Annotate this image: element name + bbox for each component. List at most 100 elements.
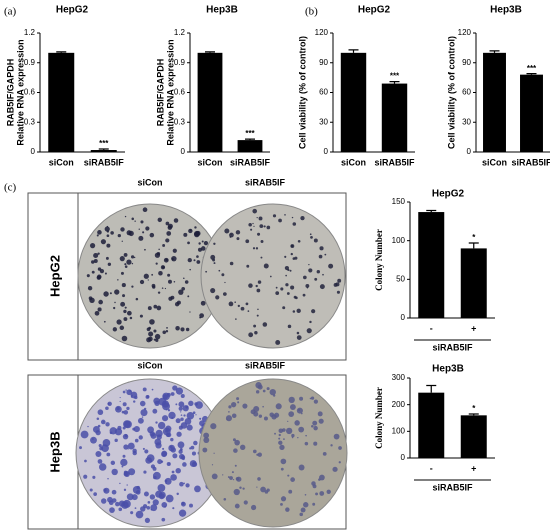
- y-tick-label: 100: [392, 236, 406, 245]
- panel-label: (b): [305, 6, 318, 18]
- colony: [187, 241, 190, 245]
- colony: [285, 507, 290, 512]
- x-tick-label: siCon: [49, 157, 74, 167]
- error-bar: [489, 50, 500, 53]
- colony: [123, 444, 129, 450]
- bar: [460, 415, 487, 458]
- colony: [116, 406, 120, 411]
- colony: [122, 426, 126, 430]
- y-axis-label: Colony Number: [374, 229, 384, 291]
- colony: [97, 230, 102, 235]
- bar: [381, 83, 408, 152]
- x-tick-label: +: [471, 323, 476, 333]
- colony: [322, 273, 324, 276]
- colony: [158, 248, 160, 251]
- y-axis-label: RAB5IF/GAPDH: [155, 59, 165, 127]
- colony: [93, 252, 99, 259]
- colony: [210, 287, 216, 294]
- colony: [152, 471, 161, 480]
- colony: [183, 277, 185, 279]
- annotation: *: [472, 404, 476, 413]
- colony: [260, 256, 263, 259]
- colony: [324, 253, 327, 256]
- colony: [133, 425, 140, 433]
- colony: [335, 282, 340, 287]
- colony: [107, 478, 109, 480]
- colony: [124, 306, 127, 309]
- colony: [309, 320, 312, 324]
- colony: [225, 415, 233, 422]
- colony: [313, 441, 318, 446]
- colony: [232, 438, 236, 442]
- colony: [193, 440, 198, 446]
- colony: [304, 441, 309, 446]
- colony: [87, 425, 89, 428]
- colony: [195, 401, 203, 409]
- colony: [218, 269, 221, 272]
- colony: [121, 240, 123, 242]
- colony: [278, 437, 281, 440]
- colony: [322, 451, 327, 456]
- colony: [171, 416, 174, 419]
- colony: [177, 441, 185, 449]
- colony: [296, 331, 300, 335]
- colony: [189, 268, 191, 271]
- colony: [280, 458, 287, 465]
- colony: [121, 283, 126, 288]
- column-label: siCon: [137, 360, 162, 370]
- colony: [213, 262, 216, 265]
- colony: [257, 232, 261, 236]
- colony: [154, 400, 160, 406]
- colony: [126, 259, 132, 265]
- colony: [97, 459, 103, 464]
- colony: [283, 438, 285, 441]
- colony: [156, 305, 162, 311]
- colony: [162, 244, 166, 247]
- colony: [210, 254, 216, 260]
- annotation: ***: [527, 64, 537, 73]
- colony: [166, 327, 168, 329]
- colony: [310, 396, 315, 400]
- error-bar: [426, 209, 437, 213]
- colony: [122, 402, 127, 407]
- error-bar: [526, 73, 537, 75]
- colony: [90, 436, 97, 444]
- colony: [292, 222, 297, 226]
- colony: [79, 446, 82, 450]
- colony: [297, 437, 299, 439]
- colony: [84, 459, 87, 463]
- colony: [255, 284, 258, 288]
- colony: [185, 405, 189, 409]
- colony: [146, 337, 152, 343]
- colony: [290, 252, 293, 256]
- colony: [119, 400, 121, 403]
- colony: [242, 487, 245, 490]
- colony: [161, 517, 166, 522]
- colony: [106, 230, 110, 233]
- chart-title: HepG2: [56, 5, 89, 16]
- colony: [298, 426, 305, 433]
- colony: [140, 506, 146, 512]
- colony: [138, 235, 144, 241]
- colony: [126, 493, 134, 501]
- colony: [255, 390, 260, 394]
- colony: [292, 310, 296, 313]
- colony: [290, 285, 295, 290]
- colony: [106, 234, 110, 238]
- bar: [237, 140, 263, 152]
- column-label: siRAB5IF: [245, 360, 286, 370]
- colony: [141, 416, 144, 418]
- colony: [172, 507, 175, 510]
- colony: [316, 270, 321, 274]
- colony: [237, 401, 240, 404]
- colony: [152, 499, 159, 506]
- colony: [309, 233, 312, 236]
- row-label: Hep3B: [47, 431, 62, 472]
- colony: [246, 264, 250, 268]
- colony: [227, 476, 230, 478]
- colony: [102, 439, 111, 447]
- error-bar: [56, 51, 67, 53]
- colony: [257, 308, 259, 311]
- y-tick-label: 1.2: [174, 28, 186, 37]
- colony: [119, 396, 121, 399]
